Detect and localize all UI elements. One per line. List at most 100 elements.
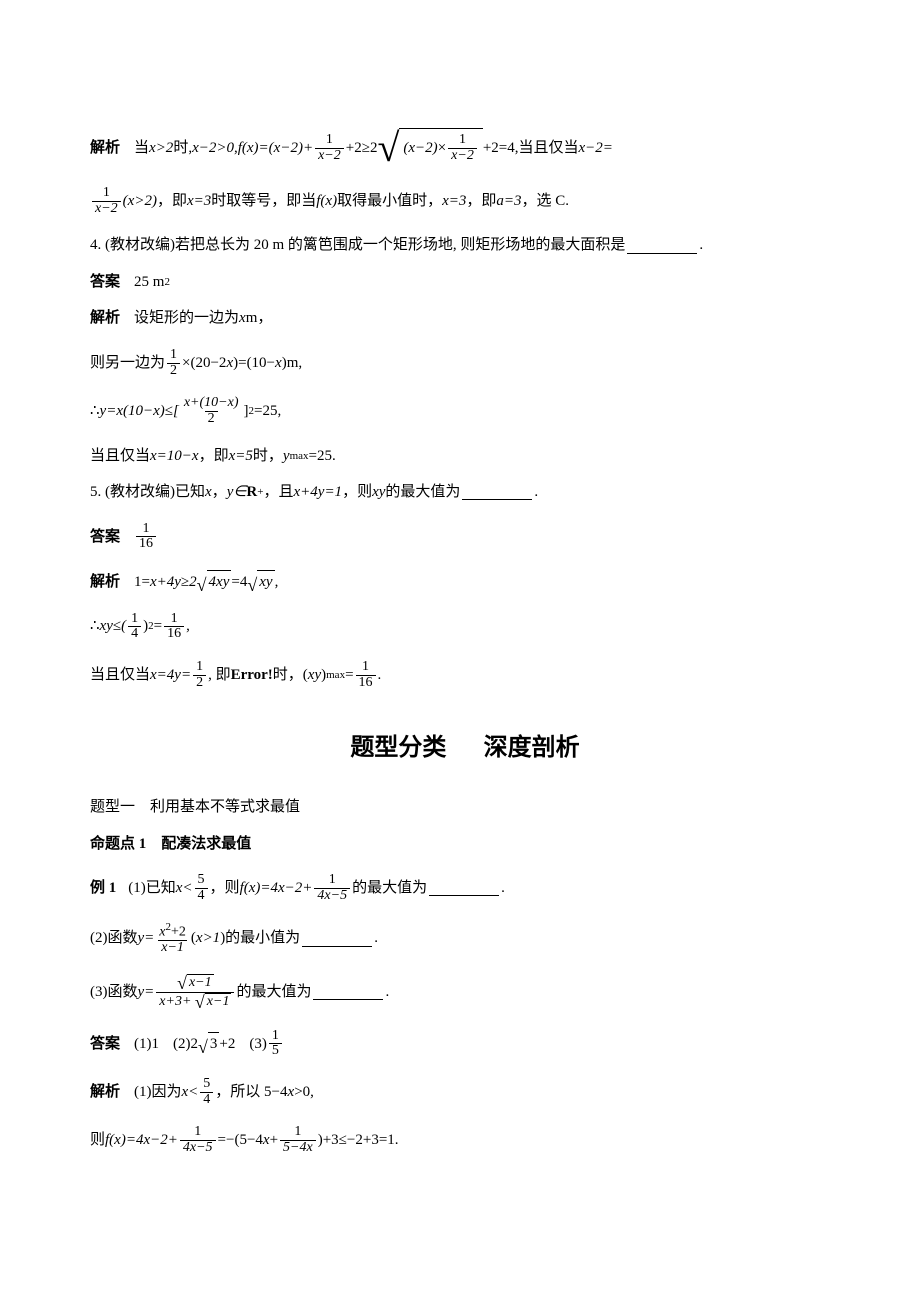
t: f(x)	[316, 190, 337, 213]
den: x−2	[315, 148, 344, 164]
t: x−2=	[579, 137, 613, 160]
blank	[313, 984, 383, 1000]
t: 则	[90, 1129, 105, 1152]
t: ，	[212, 481, 227, 504]
q5-sol-l1: 解析 1= x+4y≥2 √ 4xy =4 √ xy ,	[90, 570, 840, 594]
t: xy≤(	[100, 615, 127, 638]
t: x−2>0	[192, 137, 234, 160]
t: 当	[134, 137, 149, 160]
t: (3)函数	[90, 981, 138, 1004]
frac: 1 2	[167, 348, 180, 378]
answer-label: 答案	[90, 271, 120, 294]
sol-label: 解析	[90, 307, 120, 330]
t: .	[501, 877, 505, 900]
t: xy	[308, 664, 321, 687]
t: x=3	[187, 190, 211, 213]
radicand: x−1	[187, 974, 214, 992]
t: >0,	[294, 1081, 314, 1104]
t: ,	[275, 571, 279, 594]
t: ×	[438, 137, 446, 160]
t: 当且仅当	[519, 137, 579, 160]
t: 25 m	[134, 271, 164, 294]
t: ，即	[466, 190, 496, 213]
sqrt: √ x−1	[195, 993, 232, 1011]
ex1-sol-l2: 则 f(x)=4x−2+ 1 4x−5 =−(5−4 x + 1 5−4x )+…	[90, 1125, 840, 1155]
ex1-p1: 例 1 (1)已知 x< 5 4 ，则 f(x)=4x−2+ 1 4x−5 的最…	[90, 873, 840, 903]
t: 时，(	[273, 664, 308, 687]
t: 5. (教材改编)已知	[90, 481, 205, 504]
den: 2	[193, 675, 206, 691]
den: 16	[136, 536, 156, 552]
t: 题型一 利用基本不等式求最值	[90, 796, 300, 819]
radicand: 4xy	[207, 570, 232, 594]
ex1-p2: (2)函数 y= x2+2 x−1 ( x>1 )的最小值为 .	[90, 922, 840, 956]
q4-sol-l1: 解析 设矩形的一边为 x m，	[90, 307, 840, 330]
sol-label: 解析	[90, 571, 120, 594]
t: x+4y=1	[294, 481, 343, 504]
answer-label: 答案	[90, 1033, 120, 1056]
den: 5−4x	[280, 1140, 316, 1156]
t: 4. (教材改编)若把总长为 20 m 的篱笆围成一个矩形场地, 则矩形场地的最…	[90, 234, 625, 257]
surd-icon: √	[195, 993, 205, 1011]
t: 当且仅当	[90, 664, 150, 687]
t: (1)1	[134, 1033, 159, 1056]
num: x2+2	[156, 922, 189, 940]
sol-prev-line1: 解析 当 x>2 时, x−2>0 , f(x)=(x−2)+ 1 x−2 +2…	[90, 128, 840, 168]
num: 1	[323, 133, 336, 148]
blank	[302, 931, 372, 947]
surd-icon: √	[177, 974, 187, 992]
t: +2	[219, 1033, 235, 1056]
num: 1	[100, 186, 113, 201]
num: 1	[291, 1125, 304, 1140]
surd-icon: √	[198, 1038, 208, 1056]
den: 16	[164, 626, 184, 642]
num: x+(10−x)	[181, 396, 242, 411]
t: 则另一边为	[90, 352, 165, 375]
radicand: 3	[208, 1032, 220, 1056]
num: 5	[200, 1077, 213, 1092]
sub-heading-1: 题型一 利用基本不等式求最值	[90, 796, 840, 819]
num: 1	[168, 612, 181, 627]
q4-sol-l2: 则另一边为 1 2 ×(20−2 x )=(10− x )m,	[90, 348, 840, 378]
example-label: 例 1	[90, 877, 116, 900]
t: (2)2	[173, 1033, 198, 1056]
den: 2	[205, 411, 218, 427]
sub: max	[290, 448, 309, 465]
answer-label: 答案	[90, 526, 120, 549]
t: ×(20−2	[182, 352, 226, 375]
t: =−(5−4	[218, 1129, 263, 1152]
t: )的最小值为	[220, 927, 300, 950]
t: =25,	[254, 400, 281, 423]
t: y∈	[227, 481, 247, 504]
frac: 1 5−4x	[280, 1125, 316, 1155]
num: 5	[195, 873, 208, 888]
den: 4	[195, 888, 208, 904]
sol-prev-line2: 1 x−2 (x>2) ，即 x=3 时取等号，即当 f(x) 取得最小值时， …	[90, 186, 840, 216]
t: 的最大值为	[385, 481, 460, 504]
t: x=4y=	[150, 664, 191, 687]
t: (x−2)	[403, 137, 437, 160]
t: +2≥2	[346, 137, 378, 160]
t: x=5	[229, 445, 253, 468]
t: ，即	[199, 445, 229, 468]
t: y=	[138, 927, 155, 950]
q5-sol-l2: ∴ xy≤( 1 4 ) 2 = 1 16 ,	[90, 612, 840, 642]
error-text: Error!	[231, 664, 273, 687]
den: x−1	[158, 940, 187, 956]
t: x	[226, 352, 233, 375]
t: x	[275, 352, 282, 375]
t: y=	[138, 981, 155, 1004]
frac: 1 5	[269, 1029, 282, 1059]
t: ∴	[90, 400, 100, 423]
t: R	[246, 481, 257, 504]
t: x=3	[442, 190, 466, 213]
den: 2	[167, 363, 180, 379]
num: 1	[191, 1125, 204, 1140]
num: 1	[359, 660, 372, 675]
t: 时，	[253, 445, 283, 468]
t: , 即	[208, 664, 231, 687]
page: 解析 当 x>2 时, x−2>0 , f(x)=(x−2)+ 1 x−2 +2…	[0, 0, 920, 1302]
den: 4x−5	[314, 888, 350, 904]
frac: √ x−1 x+3+ √ x−1	[156, 974, 234, 1011]
frac: 1 x−2	[92, 186, 121, 216]
